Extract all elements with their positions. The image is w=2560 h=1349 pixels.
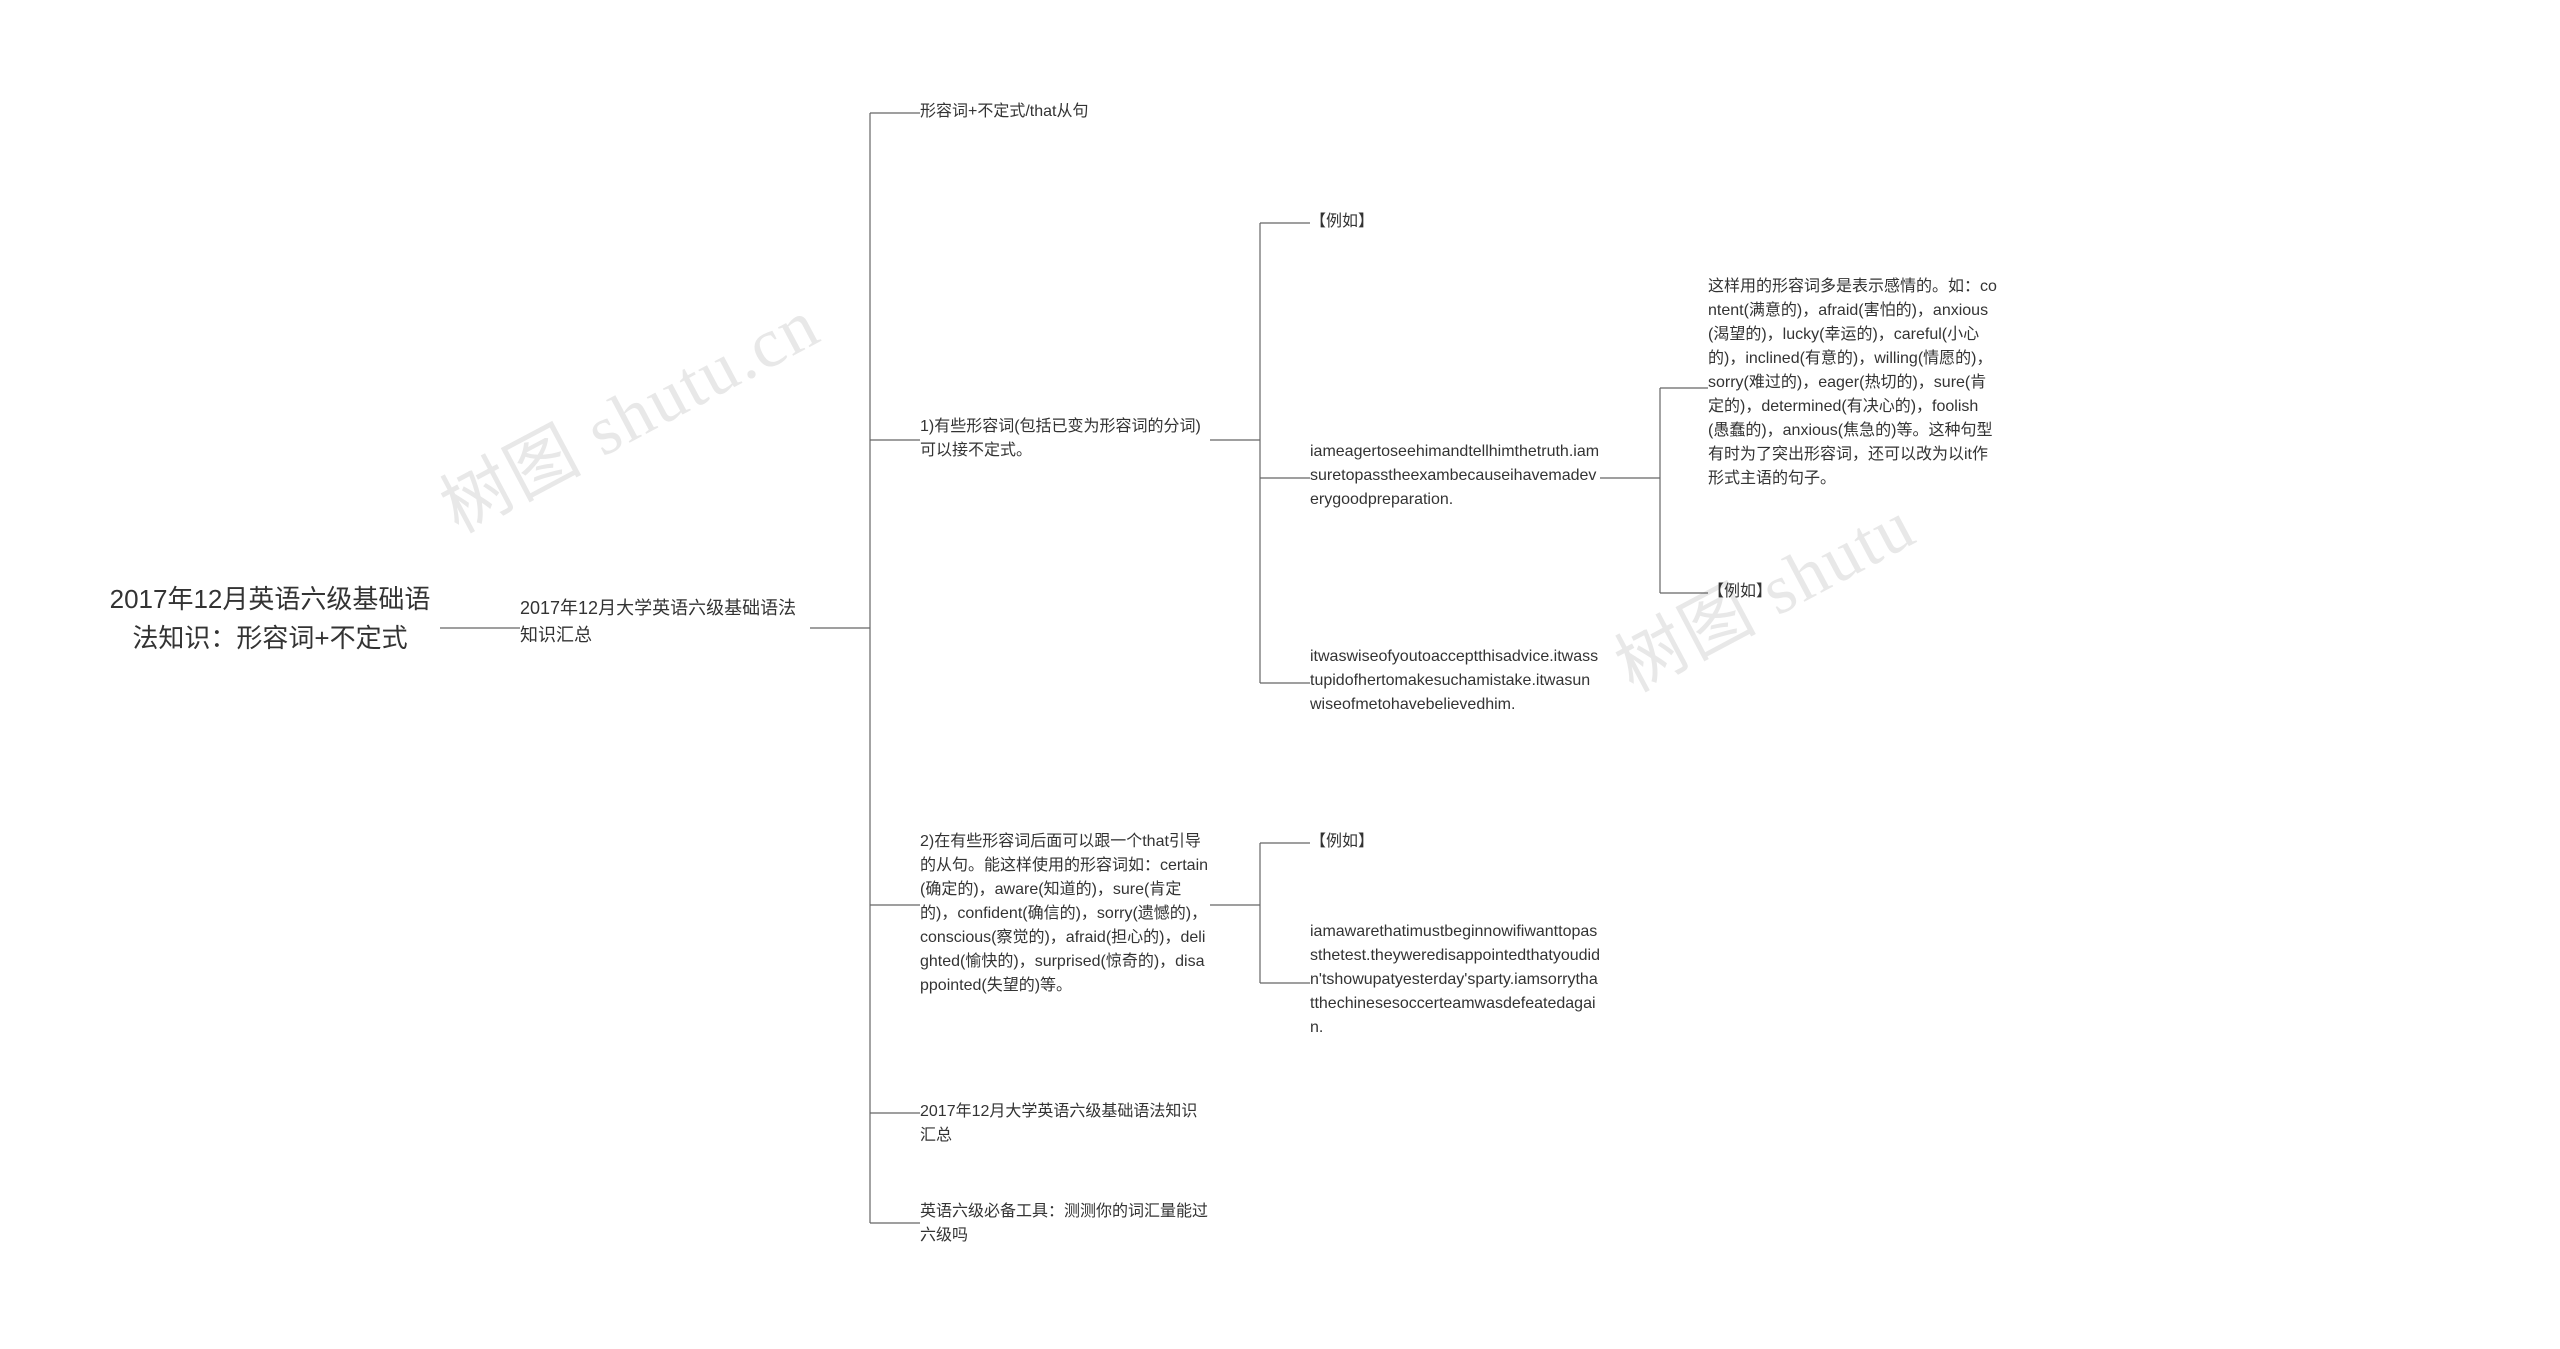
level3-node-example-3: iamawarethatimustbeginnowifiwanttopassth… bbox=[1310, 920, 1600, 1040]
level2-node-tool: 英语六级必备工具：测测你的词汇量能过六级吗 bbox=[920, 1200, 1210, 1248]
level2-node-point1: 1)有些形容词(包括已变为形容词的分词)可以接不定式。 bbox=[920, 415, 1210, 463]
level1-node-summary: 2017年12月大学英语六级基础语法知识汇总 bbox=[520, 595, 810, 649]
level3-node-example-1: iameagertoseehimandtellhimthetruth.iamsu… bbox=[1310, 440, 1600, 512]
level4-node-explanation: 这样用的形容词多是表示感情的。如：content(满意的)，afraid(害怕的… bbox=[1708, 275, 1998, 491]
connector-lines bbox=[0, 0, 2560, 1349]
level3-node-example-label-1: 【例如】 bbox=[1310, 210, 1600, 234]
level4-node-example-label: 【例如】 bbox=[1708, 580, 1998, 604]
level3-node-example-label-2: 【例如】 bbox=[1310, 830, 1600, 854]
level3-node-example-2: itwaswiseofyoutoacceptthisadvice.itwasst… bbox=[1310, 645, 1600, 717]
mindmap-canvas: 树图 shutu.cn 树图 shutu 2017年12月英语六级基础语法知识：… bbox=[0, 0, 2560, 1349]
level2-node-point2: 2)在有些形容词后面可以跟一个that引导的从句。能这样使用的形容词如：cert… bbox=[920, 830, 1210, 998]
root-node: 2017年12月英语六级基础语法知识：形容词+不定式 bbox=[100, 580, 440, 658]
level2-node-summary2: 2017年12月大学英语六级基础语法知识汇总 bbox=[920, 1100, 1210, 1148]
level2-node-title: 形容词+不定式/that从句 bbox=[920, 100, 1210, 124]
